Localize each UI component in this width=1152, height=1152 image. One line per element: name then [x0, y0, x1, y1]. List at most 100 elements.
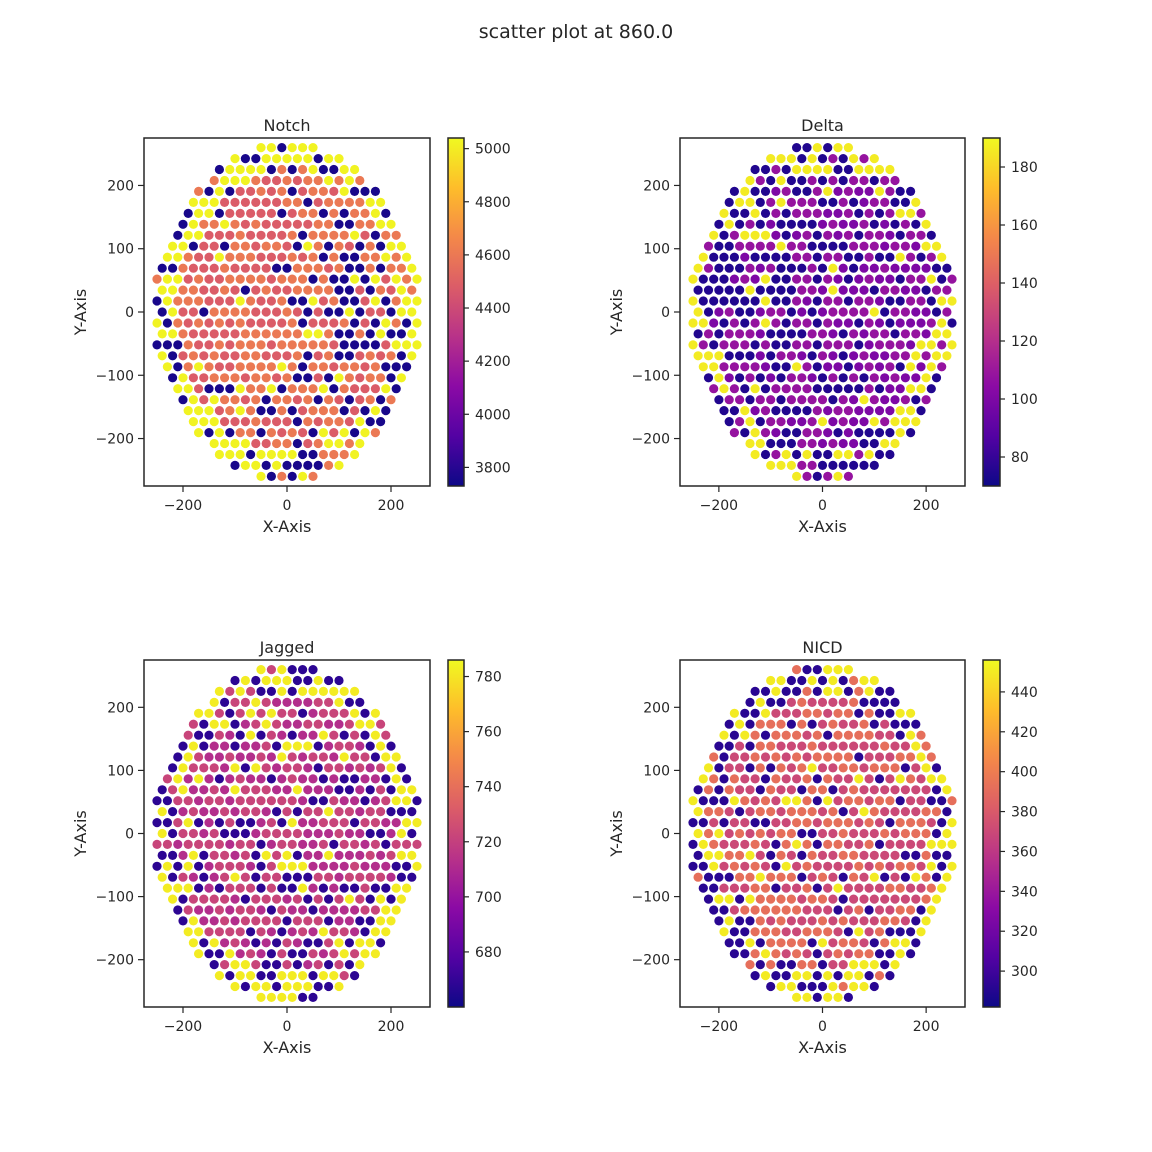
scatter-point	[204, 186, 214, 196]
scatter-point	[318, 796, 328, 806]
y-axis-label: Y-Axis	[71, 289, 90, 337]
scatter-point	[240, 307, 250, 317]
scatter-point	[745, 872, 755, 882]
colorbar-tick-label: 4800	[475, 195, 511, 211]
scatter-point	[365, 351, 375, 361]
scatter-point	[792, 318, 802, 328]
scatter-point	[292, 763, 302, 773]
scatter-point	[786, 675, 797, 686]
scatter-point	[225, 905, 235, 915]
scatter-point	[812, 665, 822, 675]
scatter-point	[303, 960, 313, 970]
scatter-point	[786, 460, 797, 470]
scatter-point	[329, 164, 339, 175]
scatter-point	[916, 883, 926, 893]
scatter-point	[812, 449, 822, 460]
scatter-point	[817, 981, 828, 992]
scatter-point	[277, 861, 287, 871]
scatter-point	[272, 417, 282, 427]
scatter-point	[188, 850, 198, 861]
scatter-point	[735, 307, 745, 317]
scatter-point	[771, 186, 781, 196]
scatter-point	[298, 992, 308, 1003]
scatter-point	[843, 730, 854, 740]
scatter-point	[230, 241, 240, 251]
scatter-point	[786, 154, 797, 164]
scatter-point	[750, 230, 760, 240]
scatter-point	[292, 197, 302, 207]
scatter-point	[792, 428, 802, 438]
scatter-point	[792, 708, 802, 718]
scatter-point	[911, 373, 921, 383]
scatter-point	[843, 186, 854, 196]
scatter-point	[152, 796, 162, 806]
scatter-point	[287, 665, 297, 675]
scatter-point	[256, 949, 266, 959]
scatter-point	[869, 154, 879, 164]
scatter-point	[849, 241, 859, 251]
scatter-point	[308, 818, 318, 828]
scatter-point	[802, 143, 812, 153]
scatter-point	[776, 872, 786, 882]
scatter-point	[828, 351, 838, 361]
scatter-point	[906, 230, 916, 240]
scatter-point	[895, 861, 905, 871]
scatter-point	[906, 384, 916, 394]
scatter-point	[360, 406, 370, 416]
scatter-point	[277, 362, 287, 372]
scatter-point	[906, 406, 916, 416]
scatter-point	[869, 417, 879, 427]
scatter-point	[688, 796, 698, 806]
scatter-point	[812, 883, 822, 893]
scatter-point	[740, 340, 750, 350]
scatter-point	[911, 351, 921, 361]
scatter-point	[874, 340, 885, 350]
scatter-point	[724, 916, 734, 926]
scatter-point	[376, 872, 386, 882]
scatter-point	[204, 774, 214, 784]
scatter-point	[864, 428, 874, 438]
scatter-point	[365, 785, 375, 795]
scatter-point	[812, 143, 822, 153]
scatter-point	[287, 296, 297, 306]
scatter-points	[688, 143, 957, 481]
scatter-point	[869, 894, 879, 904]
scatter-point	[324, 938, 334, 948]
scatter-point	[740, 252, 750, 262]
scatter-point	[916, 296, 926, 306]
scatter-point	[828, 263, 838, 273]
scatter-point	[833, 861, 843, 871]
scatter-point	[230, 828, 240, 839]
scatter-point	[339, 971, 349, 981]
scatter-point	[937, 318, 947, 328]
scatter-point	[277, 143, 287, 153]
scatter-point	[230, 872, 240, 882]
scatter-point	[906, 927, 916, 937]
scatter-point	[391, 252, 401, 262]
scatter-point	[157, 828, 167, 839]
scatter-point	[256, 164, 266, 175]
scatter-point	[745, 938, 755, 948]
scatter-point	[729, 340, 740, 350]
scatter-point	[740, 274, 750, 284]
scatter-point	[854, 796, 864, 806]
scatter-point	[292, 460, 302, 470]
scatter-point	[771, 686, 781, 697]
y-tick-label: 100	[643, 242, 670, 258]
scatter-point	[240, 351, 250, 361]
scatter-point	[926, 774, 936, 784]
x-tick-label: 200	[913, 498, 940, 514]
scatter-point	[880, 329, 890, 339]
scatter-point	[802, 296, 812, 306]
y-tick-label: 0	[661, 305, 670, 321]
scatter-point	[703, 307, 714, 317]
scatter-point	[703, 850, 714, 861]
scatter-point	[308, 861, 318, 871]
scatter-point	[339, 428, 349, 438]
scatter-point	[864, 318, 874, 328]
scatter-point	[740, 796, 750, 806]
scatter-point	[188, 938, 198, 948]
scatter-point	[188, 417, 198, 427]
scatter-point	[412, 818, 422, 828]
scatter-point	[833, 384, 843, 394]
